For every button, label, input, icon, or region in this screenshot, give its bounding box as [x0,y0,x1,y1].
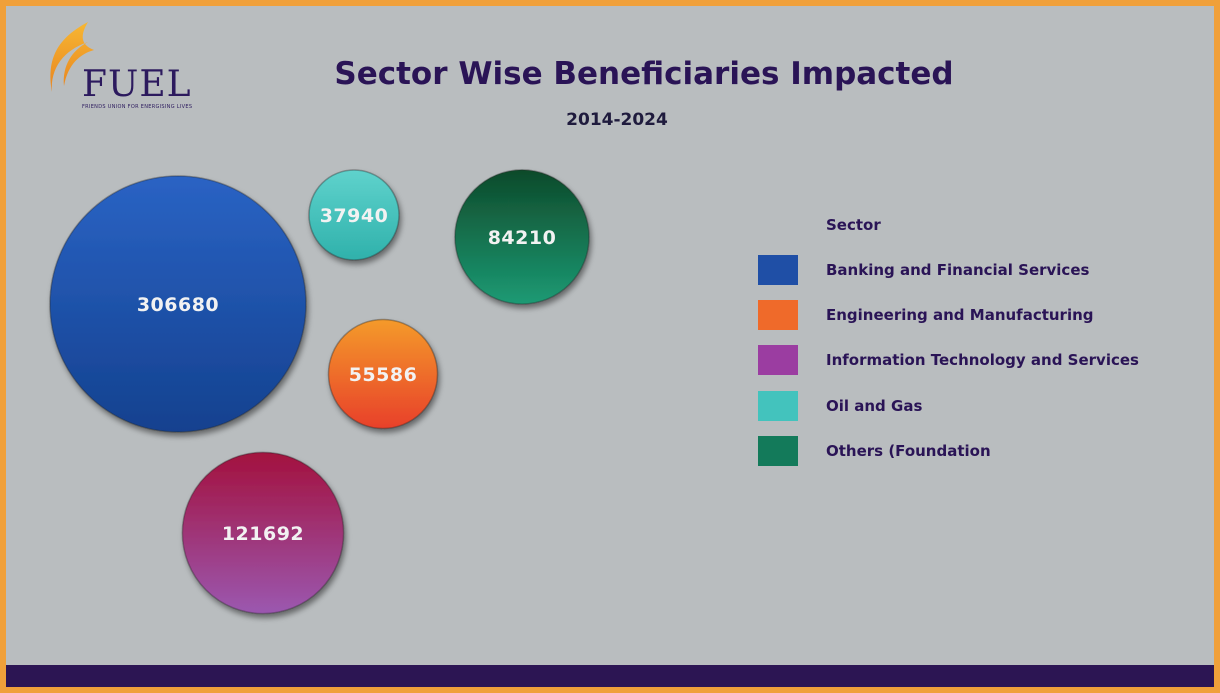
bubble-banking-and-financial-services [49,175,307,433]
legend-swatch [758,255,798,285]
bubble-value-label: 55586 [349,364,418,386]
legend-label: Oil and Gas [826,397,923,415]
bubble-value-label: 37940 [320,205,389,227]
legend-label: Banking and Financial Services [826,261,1090,279]
legend-swatch [758,391,798,421]
bubble-value-label: 306680 [137,294,219,316]
legend-label: Engineering and Manufacturing [826,306,1094,324]
flame-icon [50,22,94,92]
bubble-chart: 37940 84210 306680 55586 121692 [49,169,590,615]
legend-label: Others (Foundation [826,442,991,460]
chart-title: Sector Wise Beneficiaries Impacted [334,56,954,92]
bubble-value-label: 84210 [488,227,557,249]
logo-tagline: FRIENDS UNION FOR ENERGISING LIVES [82,104,193,110]
chart-subtitle: 2014-2024 [566,110,668,130]
logo-name: FUEL [82,64,192,105]
bubble-value-label: 121692 [222,523,304,545]
bubble-others-foundation [454,169,590,305]
bubble-engineering-and-manufacturing [327,318,439,430]
legend-swatch [758,300,798,330]
legend-swatch [758,436,798,466]
bubble-oil-and-gas [308,169,400,261]
legend-swatch [758,345,798,375]
legend-label: Information Technology and Services [826,351,1139,369]
legend-title: Sector [826,216,881,234]
fuel-logo: FUEL FRIENDS UNION FOR ENERGISING LIVES [38,20,208,112]
bubble-information-technology-and-services [181,451,345,615]
footer-bar [6,665,1214,687]
